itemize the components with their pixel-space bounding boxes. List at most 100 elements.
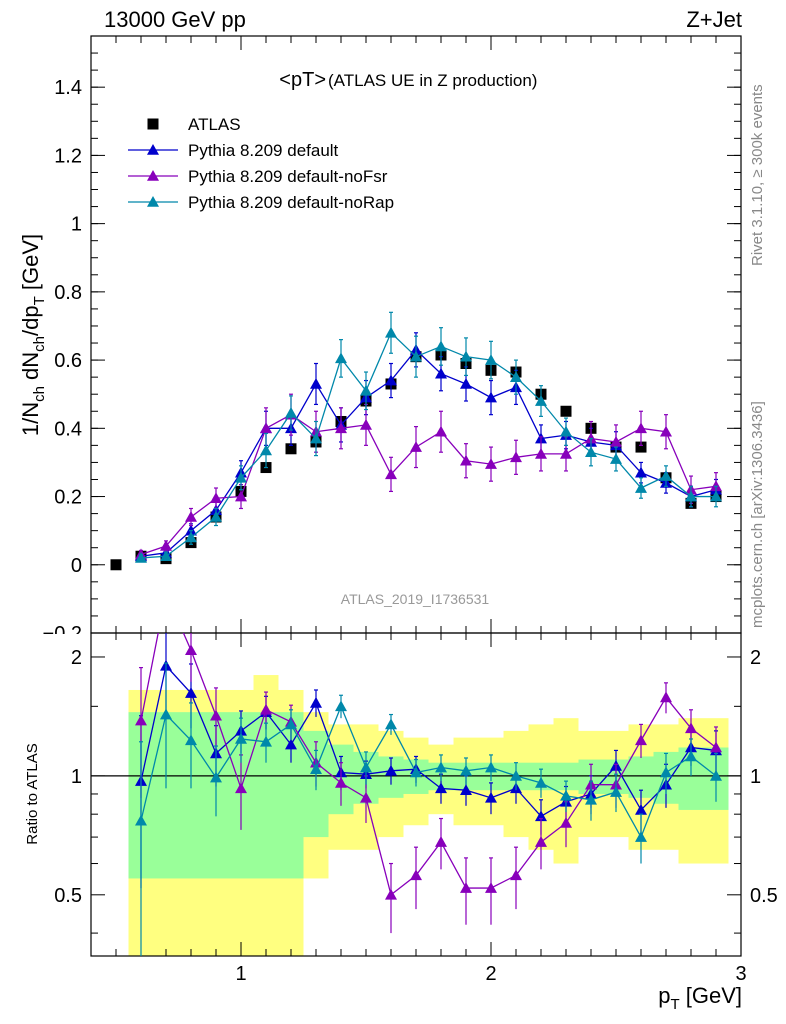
data-point (535, 395, 547, 406)
ratio-point (535, 776, 547, 788)
data-point (135, 551, 147, 563)
data-point (260, 444, 272, 456)
data-point (710, 490, 722, 502)
data-point (185, 511, 197, 522)
ratio-point (560, 816, 572, 828)
ratio-point (310, 763, 322, 774)
ratio-point (360, 791, 372, 803)
data-point (535, 447, 547, 459)
data-point (385, 468, 397, 480)
series-line (140, 413, 717, 556)
ratio-point (460, 882, 472, 893)
header-left: 13000 GeV pp (104, 7, 246, 32)
ratio-point (285, 718, 297, 730)
ratio-point (685, 750, 697, 762)
y-tick-label: 0.4 (54, 418, 82, 440)
ratio-point (660, 766, 672, 778)
analysis-label: ATLAS_2019_I1736531 (341, 591, 490, 607)
mcplots-label: mcplots.cern.ch [arXiv:1306.3436] (749, 401, 766, 628)
legend-label: ATLAS (188, 115, 241, 134)
y-tick-label: 1.4 (54, 77, 82, 99)
ratio-point (210, 771, 222, 783)
main-plot-marks (110, 311, 722, 571)
ratio-point (610, 786, 622, 797)
data-point (560, 425, 572, 437)
x-tick-label: 3 (735, 963, 746, 985)
data-point (210, 492, 222, 504)
ratio-point (635, 831, 647, 842)
ratio-point (660, 691, 672, 703)
ratio-point (235, 732, 247, 744)
ratio-point (260, 703, 272, 715)
ratio-point (185, 687, 197, 698)
ratio-point (435, 836, 447, 847)
legend-marker (147, 144, 159, 155)
plot-title-sub: (ATLAS UE in Z production) (328, 71, 537, 90)
data-point (460, 350, 472, 362)
ratio-y-tick-label-right: 2 (750, 647, 761, 669)
legend-marker (147, 170, 159, 181)
ratio-point (185, 734, 197, 746)
y-tick-label: 0.8 (54, 282, 82, 304)
series-line (140, 348, 717, 557)
ratio-point (485, 791, 497, 803)
ratio-y-tick-label: 1 (71, 766, 82, 788)
data-point (360, 418, 372, 430)
ratio-point (335, 700, 347, 712)
data-point (610, 453, 622, 464)
data-point (160, 550, 172, 562)
data-point (560, 405, 572, 417)
y-tick-label: 1 (71, 214, 82, 236)
ratio-y-axis-title: Ratio to ATLAS (24, 743, 41, 844)
data-point (310, 432, 322, 444)
data-point (635, 466, 647, 478)
ratio-uncertainty-bands (128, 675, 729, 956)
ratio-point (360, 761, 372, 773)
header-right: Z+Jet (686, 7, 742, 32)
data-point (185, 524, 197, 536)
ratio-point (585, 793, 597, 805)
y-axis-title-text: 1/N (18, 402, 43, 436)
data-point (360, 384, 372, 396)
plot-title-main: <pT> (279, 69, 326, 91)
data-point (210, 511, 222, 522)
data-point (410, 350, 422, 362)
data-point (335, 352, 347, 364)
data-point (660, 425, 672, 437)
ratio-point (535, 836, 547, 847)
data-point (310, 377, 322, 389)
data-point (660, 470, 672, 481)
data-point (635, 441, 647, 453)
data-point (685, 490, 697, 502)
ratio-point (460, 764, 472, 776)
ratio-point (485, 761, 497, 773)
ratio-point (385, 718, 397, 730)
legend-marker (147, 196, 159, 207)
ratio-point (285, 738, 297, 750)
ratio-point (710, 741, 722, 753)
legend: ATLAS Pythia 8.209 default Pythia 8.209 de… (128, 115, 394, 212)
ratio-y-tick-label: 2 (71, 647, 82, 669)
data-point (260, 422, 272, 434)
ratio-point (385, 888, 397, 900)
data-point (610, 435, 622, 447)
x-tick-label: 2 (485, 963, 496, 985)
label-mask (30, 634, 90, 646)
data-point (585, 446, 597, 457)
ratio-y-tick-label-right: 1 (750, 766, 761, 788)
plot-title: <pT> (ATLAS UE in Z production) (279, 69, 537, 91)
data-point (560, 447, 572, 459)
ratio-point (210, 709, 222, 721)
ratio-point (135, 814, 147, 826)
ratio-point (410, 766, 422, 778)
ratio-point (435, 761, 447, 773)
data-point (485, 458, 497, 469)
ratio-point (160, 708, 172, 720)
ratio-point (685, 722, 697, 734)
ratio-point (710, 769, 722, 781)
legend-marker (147, 118, 159, 130)
ratio-point (135, 714, 147, 726)
ratio-series-line (140, 704, 717, 839)
ratio-point (385, 764, 397, 776)
